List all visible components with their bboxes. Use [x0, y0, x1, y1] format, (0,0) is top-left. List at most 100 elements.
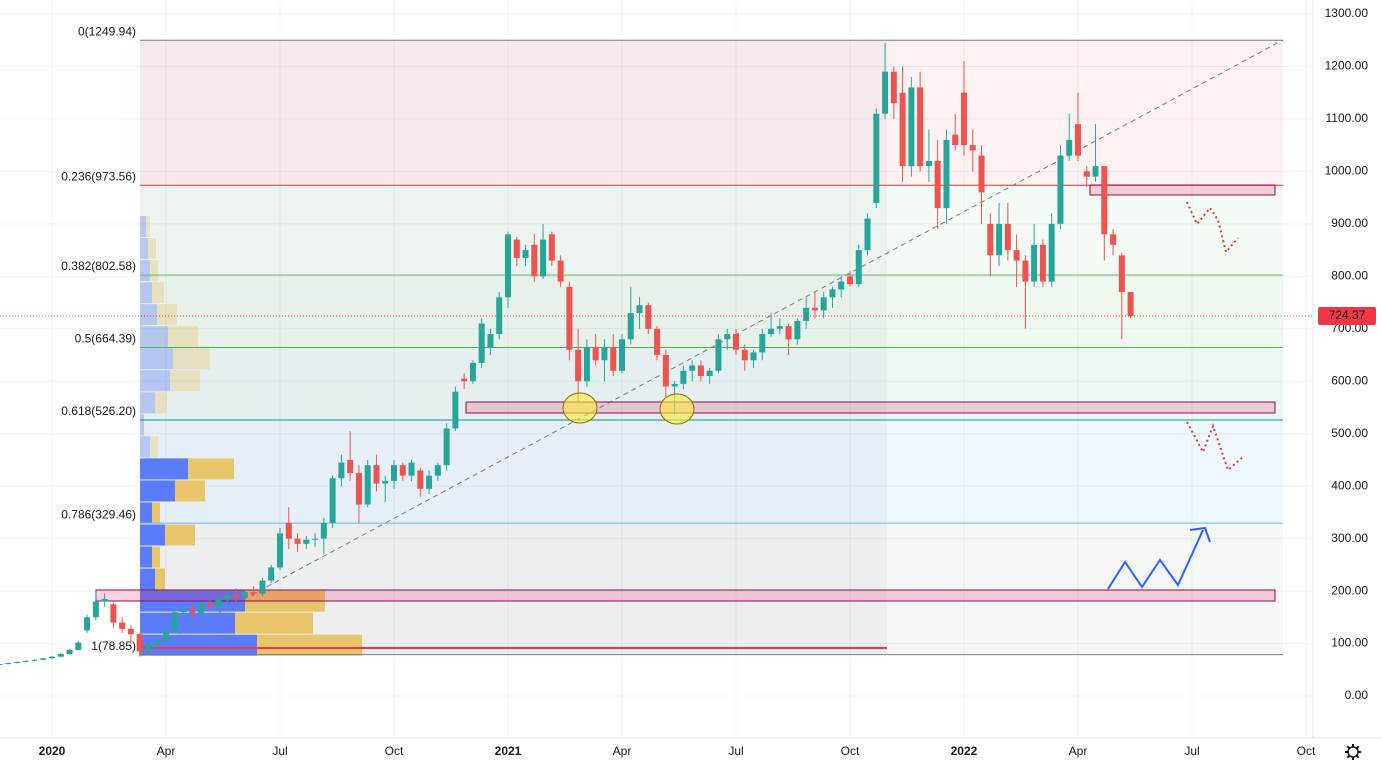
volume-up	[140, 458, 188, 480]
candle-body	[1118, 255, 1125, 293]
candle-body	[803, 307, 810, 321]
candle-body	[715, 339, 722, 371]
candle-body	[899, 92, 906, 167]
candle-body	[294, 538, 301, 544]
candle-body	[206, 604, 213, 607]
x-tick-label: Jul	[1184, 744, 1199, 758]
candle-body	[434, 465, 441, 476]
volume-down	[148, 238, 156, 260]
volume-up	[140, 282, 152, 304]
time-axis	[0, 738, 1313, 765]
candle-body	[180, 609, 187, 613]
arrow-head	[1189, 526, 1211, 543]
candle-body	[461, 378, 468, 382]
candle-body	[601, 347, 608, 361]
candle-body	[329, 478, 336, 523]
candle-body	[469, 362, 476, 382]
candle-body	[697, 365, 704, 377]
candle-body	[943, 139, 950, 209]
candle-body	[250, 592, 257, 594]
fib-label: 0(1249.94)	[78, 24, 136, 38]
fib-band	[140, 40, 1283, 186]
volume-down	[173, 348, 210, 370]
last-price-label: 724.37	[1329, 308, 1366, 322]
fib-label: 0.5(664.39)	[75, 332, 136, 346]
settings-icon[interactable]	[1345, 744, 1361, 760]
candle-body	[355, 473, 362, 505]
candle-body	[40, 658, 47, 660]
candle-body	[364, 465, 371, 505]
candle-body	[1083, 171, 1090, 177]
volume-up	[140, 238, 148, 260]
candle-body	[566, 286, 573, 350]
candle-body	[996, 223, 1003, 256]
candle-body	[119, 622, 126, 629]
candle-body	[1039, 244, 1046, 282]
candle-body	[285, 522, 292, 539]
volume-up	[140, 568, 155, 590]
candle-body	[671, 383, 678, 387]
candle-body	[557, 260, 564, 282]
volume-up	[140, 260, 150, 282]
candle-body	[680, 370, 687, 384]
fib-band	[140, 523, 1283, 655]
candle-body	[259, 580, 266, 594]
candle-body	[171, 612, 178, 631]
candle-body	[1057, 155, 1064, 224]
fib-band	[140, 274, 1283, 348]
price-axis	[1313, 0, 1382, 765]
candle-body	[496, 297, 503, 335]
candle-body	[390, 465, 397, 481]
candle-body	[873, 113, 880, 203]
volume-up	[140, 634, 257, 656]
x-tick-label: Jul	[728, 744, 743, 758]
candle-body	[1004, 223, 1011, 251]
candle-body	[189, 609, 196, 614]
candle-body	[136, 634, 143, 652]
last-price-box	[1318, 307, 1376, 326]
candle-body	[768, 328, 775, 335]
candle-body	[1127, 292, 1134, 317]
candle-body	[31, 659, 38, 661]
zone	[1089, 184, 1276, 196]
candle-body	[49, 656, 56, 659]
projection-path	[1186, 421, 1245, 472]
candle-body	[373, 465, 380, 484]
candle-body	[776, 326, 783, 329]
volume-up	[140, 612, 235, 634]
trend-line	[139, 39, 1284, 656]
candle-body	[706, 370, 713, 377]
fib-label: 0.618(526.20)	[61, 404, 136, 418]
candle-body	[741, 349, 748, 361]
candle-body	[917, 87, 924, 167]
candle-body	[13, 661, 20, 663]
volume-down	[152, 546, 160, 568]
candle-body	[820, 297, 827, 311]
candle-body	[636, 305, 643, 314]
candle-body	[1013, 250, 1020, 261]
candle-body	[540, 239, 547, 277]
fib-label: 1(78.85)	[91, 639, 136, 653]
fib-levels: 0(1249.94) 0.236(973.56) 0.382(802.58) 0.5(…	[61, 24, 1283, 656]
y-tick-label: 1200.00	[1325, 59, 1369, 73]
volume-up	[140, 414, 144, 436]
volume-down	[257, 634, 362, 656]
candle-body	[347, 459, 354, 474]
y-tick-label: 0.00	[1345, 688, 1369, 702]
candle-body	[478, 323, 485, 363]
candle-body	[5, 662, 12, 665]
fib-band	[140, 185, 1283, 275]
y-tick-label: 400.00	[1331, 478, 1368, 492]
candle-body	[1066, 139, 1073, 156]
y-tick-label: 900.00	[1331, 216, 1368, 230]
volume-down	[235, 612, 313, 634]
candle-body	[1048, 223, 1055, 282]
candle-body	[645, 305, 652, 329]
candle-body	[575, 349, 582, 382]
x-tick-label: Oct	[1297, 744, 1316, 758]
fib-band	[140, 347, 1283, 420]
x-tick-label: Oct	[385, 744, 404, 758]
candle-body	[882, 71, 889, 114]
x-tick-label: Apr	[157, 744, 176, 758]
y-tick-label: 100.00	[1331, 636, 1368, 650]
